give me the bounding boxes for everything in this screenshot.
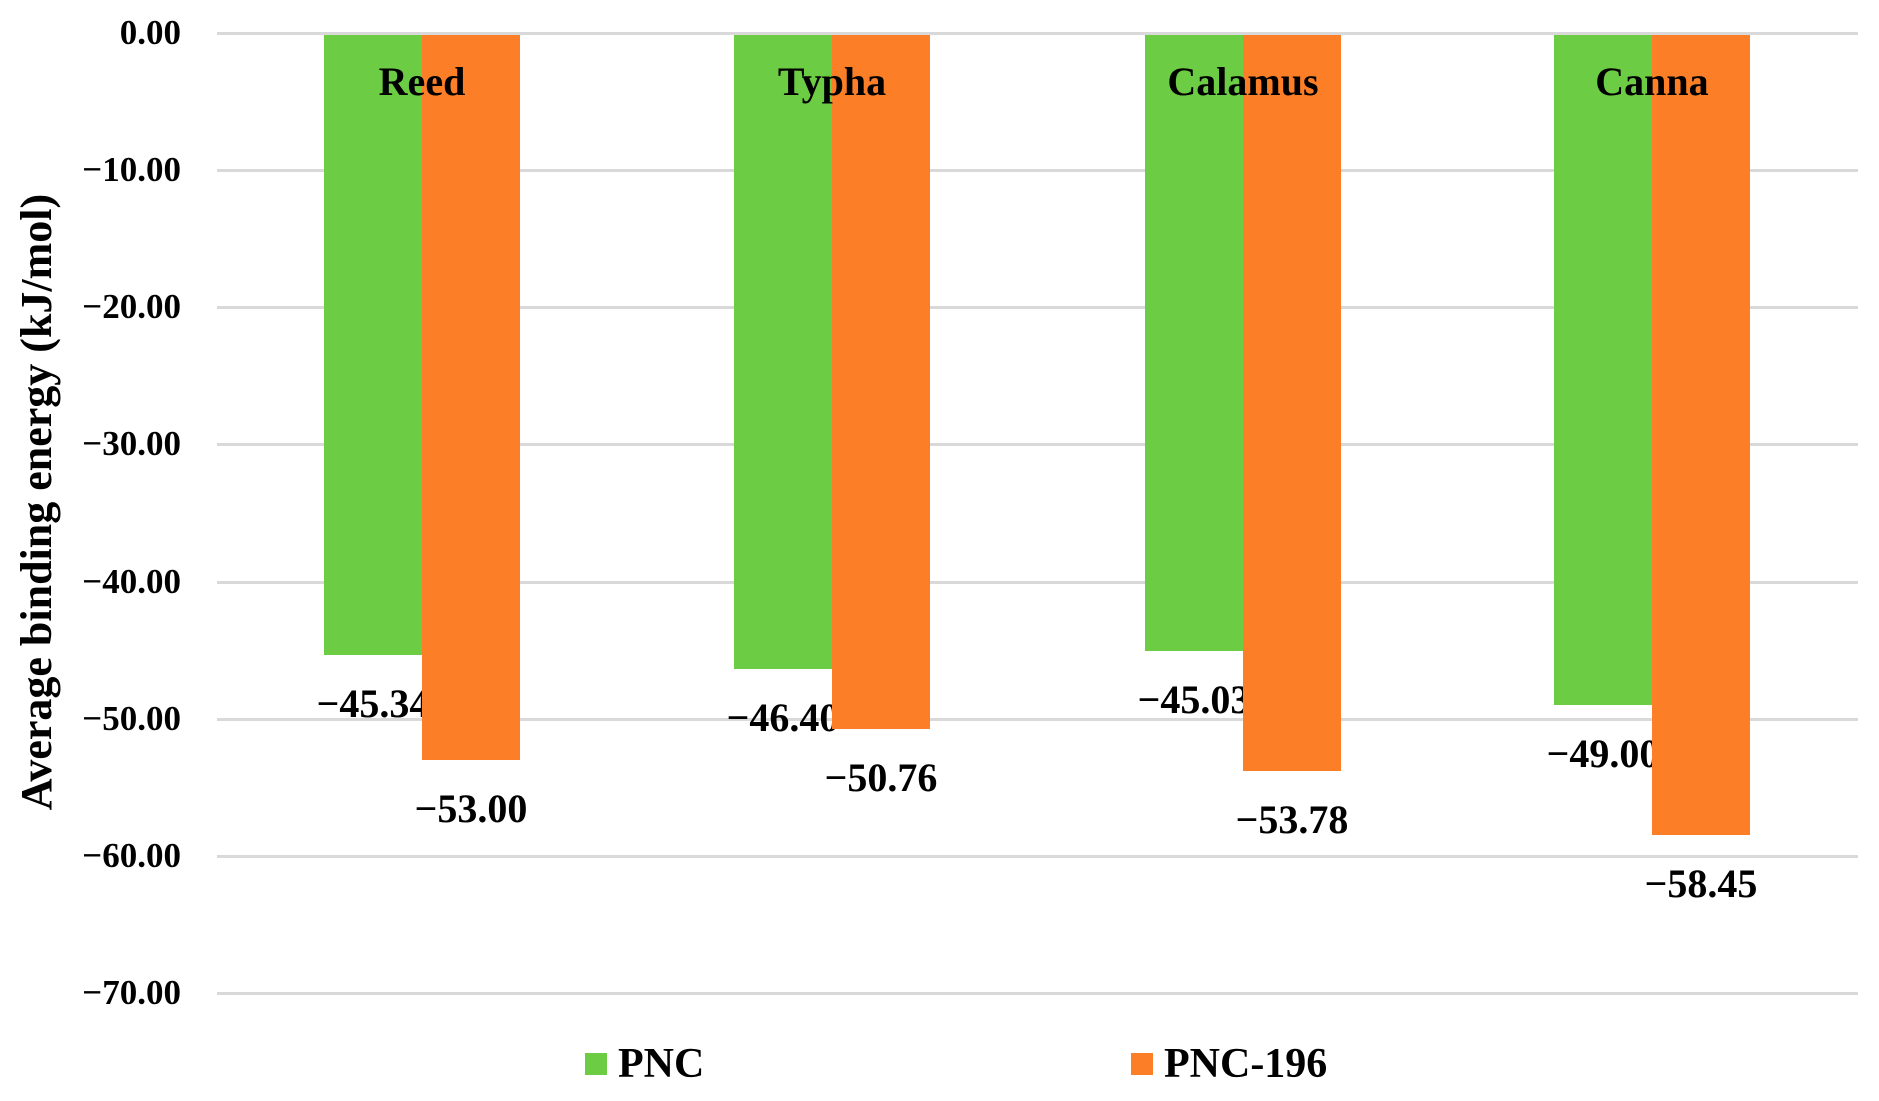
y-tick-label-0: 0.00	[119, 13, 181, 52]
bar-pnc-canna	[1554, 35, 1652, 705]
legend-label-pnc-196: PNC-196	[1164, 1041, 1328, 1087]
legend-label-pnc: PNC	[618, 1041, 705, 1087]
y-tick-label--40: −40.00	[82, 561, 181, 601]
category-label-calamus: Calamus	[1167, 59, 1319, 104]
data-label-pnc-reed: −45.34	[316, 681, 430, 726]
data-label-pnc-canna: −49.00	[1546, 731, 1660, 776]
bar-pnc-196-canna	[1652, 35, 1750, 835]
category-label-canna: Canna	[1595, 59, 1709, 104]
bar-pnc-calamus	[1145, 35, 1243, 651]
legend-swatch-pnc-icon	[585, 1053, 607, 1075]
gridline-y-0	[217, 32, 1858, 35]
y-tick-label--20: −20.00	[82, 287, 181, 327]
data-label-pnc-196-calamus: −53.78	[1235, 797, 1349, 842]
data-label-pnc-196-canna: −58.45	[1644, 861, 1758, 906]
gridline-y--20	[217, 306, 1858, 310]
y-tick-label--60: −60.00	[82, 835, 181, 875]
data-label-pnc-typha: −46.40	[726, 695, 840, 740]
bar-pnc-196-calamus	[1243, 35, 1341, 771]
category-label-reed: Reed	[378, 59, 466, 104]
category-label-typha: Typha	[777, 59, 887, 104]
gridline-y--30	[217, 443, 1858, 447]
gridline-y--60	[217, 854, 1858, 858]
legend-swatch-pnc-196-icon	[1131, 1053, 1153, 1075]
bar-pnc-196-reed	[422, 35, 520, 760]
gridline-y--40	[217, 580, 1858, 584]
y-tick-label--50: −50.00	[82, 698, 181, 738]
y-tick-label--70: −70.00	[82, 973, 181, 1012]
data-label-pnc-calamus: −45.03	[1137, 677, 1251, 722]
bar-pnc-196-typha	[832, 35, 930, 729]
gridline-y--10	[217, 169, 1858, 173]
gridline-y--70	[217, 992, 1858, 995]
gridline-y--50	[217, 717, 1858, 721]
y-tick-label--30: −30.00	[82, 424, 181, 464]
y-tick-label--10: −10.00	[82, 150, 181, 190]
data-label-pnc-196-reed: −53.00	[414, 786, 528, 831]
bar-pnc-typha	[734, 35, 832, 669]
legend-item-pnc-196: PNC-196	[1131, 1041, 1328, 1087]
data-label-pnc-196-typha: −50.76	[824, 755, 938, 800]
bar-pnc-reed	[324, 35, 422, 655]
legend-item-pnc: PNC	[585, 1041, 705, 1087]
